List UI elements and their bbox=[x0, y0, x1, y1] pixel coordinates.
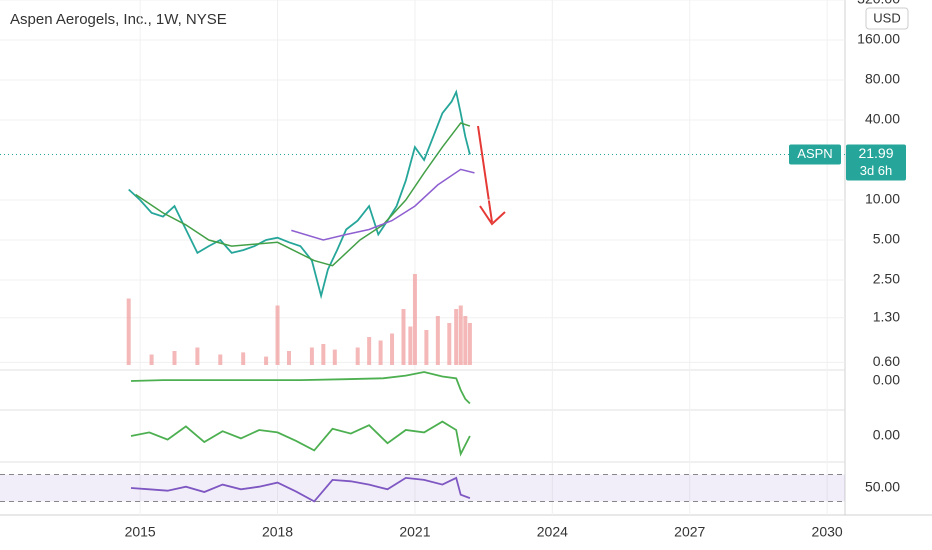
volume-bar bbox=[458, 305, 463, 365]
currency[interactable]: USD bbox=[873, 10, 900, 25]
indicator-line bbox=[130, 371, 471, 405]
volume-bar bbox=[172, 351, 177, 365]
y-tick-label: 0.60 bbox=[873, 353, 900, 369]
last-price: 21.99 bbox=[858, 145, 893, 161]
moving-average bbox=[135, 122, 471, 267]
y-tick-label: 80.00 bbox=[865, 71, 900, 87]
volume-bar bbox=[286, 351, 291, 365]
y-tick-label: 5.00 bbox=[873, 231, 900, 247]
volume-bar bbox=[218, 354, 223, 365]
y-tick-label: 0.00 bbox=[873, 427, 900, 443]
volume-bar bbox=[367, 337, 372, 365]
rsi-band-fill bbox=[0, 474, 845, 502]
volume-bar bbox=[126, 298, 131, 365]
countdown: 3d 6h bbox=[860, 163, 893, 178]
x-tick-label: 2024 bbox=[537, 524, 568, 540]
indicator-line bbox=[130, 420, 471, 457]
volume-bar bbox=[275, 305, 280, 365]
indicator-line bbox=[130, 476, 471, 503]
volume-bar bbox=[264, 356, 269, 365]
volume-bar bbox=[321, 344, 326, 365]
x-tick-label: 2015 bbox=[125, 524, 156, 540]
volume-bar bbox=[435, 316, 440, 365]
volume-bar bbox=[149, 354, 154, 365]
y-tick-label: 2.50 bbox=[873, 271, 900, 287]
x-tick-label: 2021 bbox=[399, 524, 430, 540]
last-price-bg bbox=[846, 144, 906, 181]
y-tick-label: 10.00 bbox=[865, 191, 900, 207]
volume-bar bbox=[463, 316, 468, 365]
volume-bar bbox=[241, 352, 246, 365]
chart-title: Aspen Aerogels, Inc., 1W, NYSE bbox=[10, 11, 227, 28]
x-tick-label: 2030 bbox=[812, 524, 843, 540]
y-tick-label: 320.00 bbox=[857, 0, 900, 7]
symbol-label-bg bbox=[789, 144, 841, 165]
volume-bar bbox=[355, 347, 360, 365]
y-tick-label: 40.00 bbox=[865, 111, 900, 127]
volume-bar bbox=[401, 309, 406, 365]
y-tick-label: 50.00 bbox=[865, 479, 900, 495]
price-line bbox=[128, 89, 471, 300]
arrow-annotation bbox=[477, 125, 506, 226]
moving-average bbox=[291, 168, 475, 241]
volume-bar bbox=[412, 274, 417, 365]
x-tick-label: 2027 bbox=[674, 524, 705, 540]
volume-bar bbox=[424, 330, 429, 365]
currency-button[interactable] bbox=[865, 7, 909, 30]
symbol-label: ASPN bbox=[797, 146, 832, 161]
x-tick-label: 2018 bbox=[262, 524, 293, 540]
volume-bar bbox=[447, 323, 452, 365]
volume-bar bbox=[408, 326, 413, 365]
y-tick-label: 160.00 bbox=[857, 31, 900, 47]
volume-bar bbox=[454, 309, 459, 365]
volume-bar bbox=[378, 340, 383, 365]
volume-bar bbox=[195, 347, 200, 365]
volume-bar bbox=[390, 333, 395, 365]
volume-bar bbox=[467, 323, 472, 365]
volume-bar bbox=[309, 347, 314, 365]
volume-bar bbox=[332, 349, 337, 365]
y-tick-label: 1.30 bbox=[873, 308, 900, 324]
y-tick-label: 0.00 bbox=[873, 372, 900, 388]
